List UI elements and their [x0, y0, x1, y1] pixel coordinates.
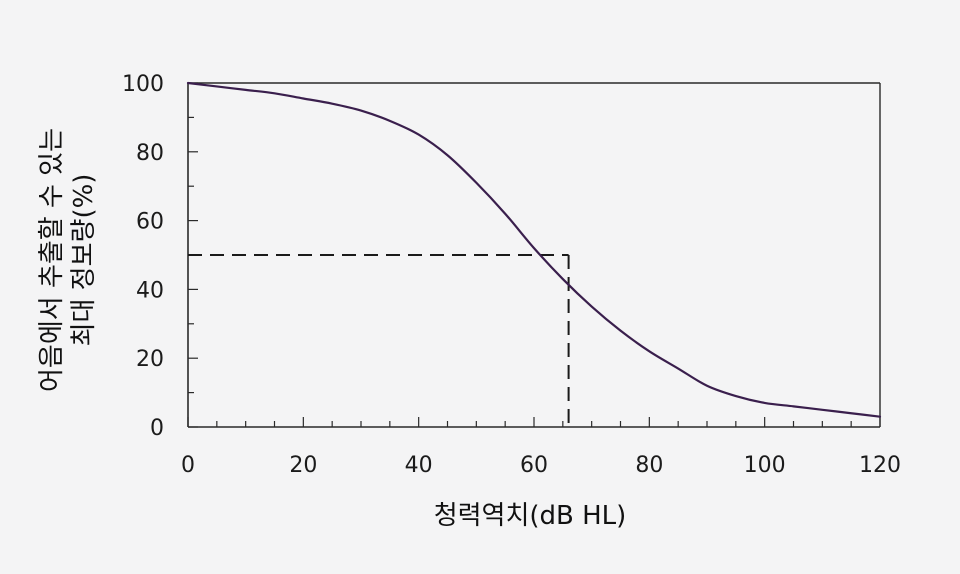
x-tick-label: 20 — [289, 453, 317, 478]
x-tick-label: 100 — [744, 453, 786, 478]
y-tick-label: 40 — [136, 278, 164, 303]
y-tick-label: 100 — [122, 72, 164, 97]
y-axis-title-line-2: 최대 정보량(%) — [69, 174, 99, 347]
y-axis-title-line-1: 어음에서 추출할 수 있는 — [37, 128, 67, 392]
guide-lines — [188, 254, 570, 427]
x-axis-title: 청력역치(dB HL) — [434, 501, 627, 531]
x-tick-label: 0 — [181, 453, 195, 478]
ticks — [187, 82, 881, 428]
x-tick-label: 80 — [635, 453, 663, 478]
y-axis-title: 어음에서 추출할 수 있는 최대 정보량(%) — [37, 128, 99, 392]
axes — [187, 82, 881, 428]
y-tick-label: 0 — [150, 416, 164, 441]
y-tick-label: 60 — [136, 210, 164, 235]
y-tick-label: 20 — [136, 347, 164, 372]
x-tick-label: 120 — [859, 453, 901, 478]
series-group — [186, 81, 882, 418]
x-tick-label: 60 — [520, 453, 548, 478]
tick-labels: 0 20 40 60 80 100 120 0 20 40 60 80 100 — [122, 72, 901, 478]
x-tick-label: 40 — [405, 453, 433, 478]
y-tick-label: 80 — [136, 141, 164, 166]
series-line-0 — [186, 81, 882, 418]
